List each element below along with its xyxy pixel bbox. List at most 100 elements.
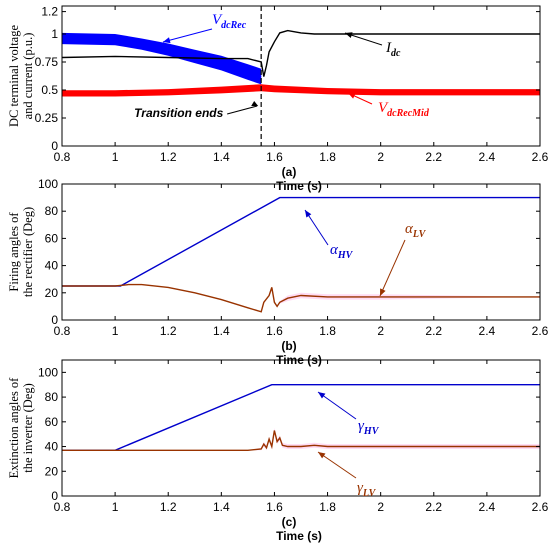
series-label-arrowhead [163, 37, 171, 44]
series-label-main: α [330, 242, 339, 258]
series-label-sub: HV [363, 426, 380, 437]
y-tick-label: 40 [45, 440, 59, 454]
series-line-LV [62, 283, 540, 313]
x-tick-label: 2 [377, 500, 384, 514]
x-tick-label: 1.4 [213, 150, 230, 164]
series-label-LV: αLV [405, 221, 427, 240]
series-label-arrowhead [305, 210, 312, 218]
series-line-dcRec [62, 37, 262, 78]
y-axis-label-line: Firing angles of [7, 212, 21, 292]
series-label-HV: αHV [330, 242, 354, 261]
x-tick-label: 2 [377, 324, 384, 338]
x-tick-label: 1.8 [319, 500, 336, 514]
series-line-LV [62, 430, 540, 451]
x-tick-label: 0.8 [54, 150, 71, 164]
series-label-main: V [378, 100, 389, 116]
x-tick-label: 2.6 [532, 150, 549, 164]
x-tick-label: 1.8 [319, 150, 336, 164]
x-tick-label: 1.8 [319, 324, 336, 338]
x-tick-label: 2.2 [425, 324, 442, 338]
y-axis-label: DC terminal voltageand current (p.u.) [7, 25, 35, 128]
y-axis-label-line: Extinction angles of [7, 377, 21, 479]
y-axis-label-line: and current (p.u.) [21, 33, 35, 120]
series-label-dc: Idc [385, 40, 401, 59]
series-label-arrow [317, 451, 357, 479]
y-tick-label: 0 [51, 313, 58, 327]
x-tick-label: 1.6 [266, 324, 283, 338]
y-tick-label: 80 [45, 204, 59, 218]
series-label-main: γ [357, 480, 364, 496]
annotation-arrowhead [251, 101, 259, 106]
x-tick-label: 2.6 [532, 324, 549, 338]
x-tick-label: 2.4 [479, 150, 496, 164]
series-band-LV [62, 428, 540, 451]
y-tick-label: 20 [45, 464, 59, 478]
y-tick-label: 60 [45, 415, 59, 429]
x-tick-label: 1.4 [213, 324, 230, 338]
axes-frame [61, 5, 541, 147]
y-tick-label: 40 [45, 259, 59, 273]
series-label-sub: LV [412, 229, 427, 240]
series-label-main: γ [358, 418, 365, 434]
series-label-main: V [212, 12, 223, 28]
y-axis-label: Firing angles ofthe rectifier (Deg) [7, 207, 35, 297]
series-line-HV [62, 196, 540, 287]
x-tick-label: 2.2 [425, 150, 442, 164]
y-tick-label: 0.5 [41, 83, 58, 97]
series-line-HV [62, 384, 540, 451]
y-axis-label: Extinction angles ofthe inverter (Deg) [7, 377, 35, 479]
panel-label: (a) [282, 165, 297, 179]
x-tick-label: 0.8 [54, 324, 71, 338]
x-tick-label: 1.2 [160, 324, 177, 338]
y-tick-label: 80 [45, 390, 59, 404]
series-label-sub: HV [337, 250, 354, 261]
series-label-arrow [379, 239, 406, 297]
plot-area [62, 384, 540, 451]
y-tick-label: 1 [51, 27, 58, 41]
y-tick-label: 1.2 [41, 5, 58, 19]
x-tick-label: 1.6 [266, 500, 283, 514]
panel-label: (b) [281, 339, 296, 353]
panel-3: 0.8 1 1.2 1.4 1.6 1.8 2 2.2 2.4 2.6 0 20 40 60 80 100 (c… [7, 359, 549, 543]
y-axis-label-line: DC terminal voltage [7, 25, 21, 128]
series-label-main: I [385, 40, 392, 56]
x-tick-label: 1 [112, 150, 119, 164]
x-tick-label: 1.4 [213, 500, 230, 514]
x-tick-label: 2 [377, 150, 384, 164]
y-axis-label-line: the rectifier (Deg) [21, 207, 35, 297]
panel-2: 0.8 1 1.2 1.4 1.6 1.8 2 2.2 2.4 2.6 0 20 40 60 80 100 (b… [7, 177, 549, 367]
series-label-dcRec: VdcRec [212, 12, 247, 31]
axes-frame [61, 183, 541, 321]
x-axis-label: Time (s) [276, 529, 322, 543]
series-line-dc [62, 29, 540, 77]
series-label-arrowhead [345, 32, 353, 39]
x-axis-label: Time (s) [276, 179, 322, 193]
y-tick-label: 0.25 [35, 111, 59, 125]
series-label-sub: dc [391, 48, 401, 59]
x-tick-label: 0.8 [54, 500, 71, 514]
y-tick-label: 0.75 [35, 55, 59, 69]
series-label-sub: dcRecMid [387, 108, 430, 119]
x-tick-label: 1.6 [266, 150, 283, 164]
series-label-sub: LV [362, 488, 377, 499]
x-tick-label: 1.2 [160, 150, 177, 164]
y-tick-label: 60 [45, 231, 59, 245]
y-tick-label: 100 [38, 365, 58, 379]
x-tick-label: 2.2 [425, 500, 442, 514]
annotation-arrow-line [227, 105, 258, 115]
series-label-HV: γHV [358, 418, 380, 437]
x-tick-label: 2.4 [479, 500, 496, 514]
series-label-arrow [317, 391, 357, 420]
series-label-arrowhead [380, 288, 386, 296]
y-tick-label: 0 [51, 139, 58, 153]
plot-area [62, 29, 540, 97]
axes-frame [61, 359, 541, 497]
y-tick-label: 100 [38, 177, 58, 191]
x-tick-label: 2.6 [532, 500, 549, 514]
series-label-arrowhead [318, 392, 326, 399]
x-tick-label: 2.4 [479, 324, 496, 338]
series-label-sub: dcRec [221, 20, 247, 31]
series-label-arrowhead [348, 93, 356, 99]
y-axis-label-line: the inverter (Deg) [21, 383, 35, 473]
